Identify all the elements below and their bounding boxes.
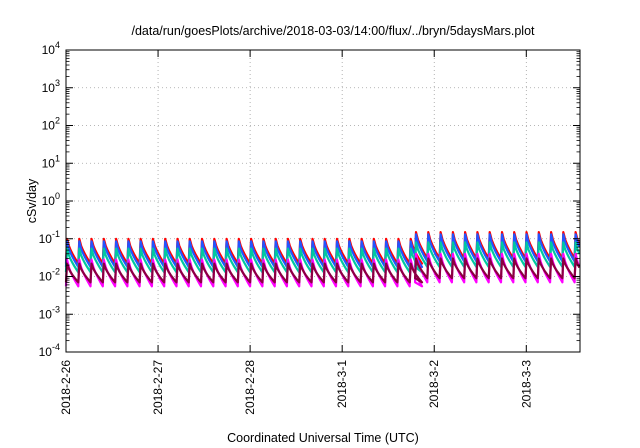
- y-tick-label-exponent: 0: [55, 191, 60, 201]
- series-line: [64, 257, 581, 284]
- x-tick-label: 2018-3-1: [335, 360, 349, 408]
- x-tick-label: 2018-3-2: [427, 360, 441, 408]
- y-tick-label: 102: [42, 116, 60, 133]
- y-tick-label-base: 10: [42, 119, 56, 133]
- y-tick-label: 100: [42, 191, 60, 208]
- x-tick-label: 2018-2-27: [151, 360, 165, 415]
- y-tick-label: 104: [42, 40, 60, 57]
- series-line: [64, 241, 581, 274]
- y-tick-label: 101: [42, 153, 60, 170]
- y-tick-label-base: 10: [42, 43, 56, 57]
- y-tick-label: 103: [42, 78, 60, 95]
- y-tick-label: 10-3: [39, 304, 60, 321]
- x-axis-title: Coordinated Universal Time (UTC): [227, 431, 419, 445]
- y-tick-label: 10-1: [39, 229, 60, 246]
- chart-title: /data/run/goesPlots/archive/2018-03-03/1…: [131, 24, 535, 38]
- y-tick-label-exponent: 1: [55, 153, 60, 163]
- y-tick-label-base: 10: [39, 232, 53, 246]
- y-tick-label-base: 10: [42, 194, 56, 208]
- y-tick-label: 10-2: [39, 267, 60, 284]
- y-tick-label-exponent: -3: [52, 304, 60, 314]
- y-tick-label-base: 10: [39, 270, 53, 284]
- y-tick-label-exponent: -4: [52, 342, 60, 352]
- x-tick-label: 2018-3-3: [519, 360, 533, 408]
- y-tick-label-exponent: 2: [55, 116, 60, 126]
- y-tick-label-base: 10: [39, 345, 53, 359]
- y-tick-label-exponent: 4: [55, 40, 60, 50]
- y-tick-label-exponent: -1: [52, 229, 60, 239]
- y-tick-label-base: 10: [39, 307, 53, 321]
- y-tick-label-base: 10: [42, 81, 56, 95]
- y-tick-label-exponent: 3: [55, 78, 60, 88]
- x-tick-labels: 2018-2-26 2018-2-27 2018-2-28 2018-3-1 2018-…: [59, 360, 533, 415]
- y-tick-label-base: 10: [42, 156, 56, 170]
- y-tick-label: 10-4: [39, 342, 60, 359]
- series-group: [64, 231, 581, 288]
- ticks: [65, 49, 580, 353]
- grid: [65, 50, 580, 352]
- y-tick-label-exponent: -2: [52, 267, 60, 277]
- x-tick-label: 2018-2-26: [59, 360, 73, 415]
- y-axis-title: cSv/day: [25, 178, 39, 223]
- x-tick-label: 2018-2-28: [243, 360, 257, 415]
